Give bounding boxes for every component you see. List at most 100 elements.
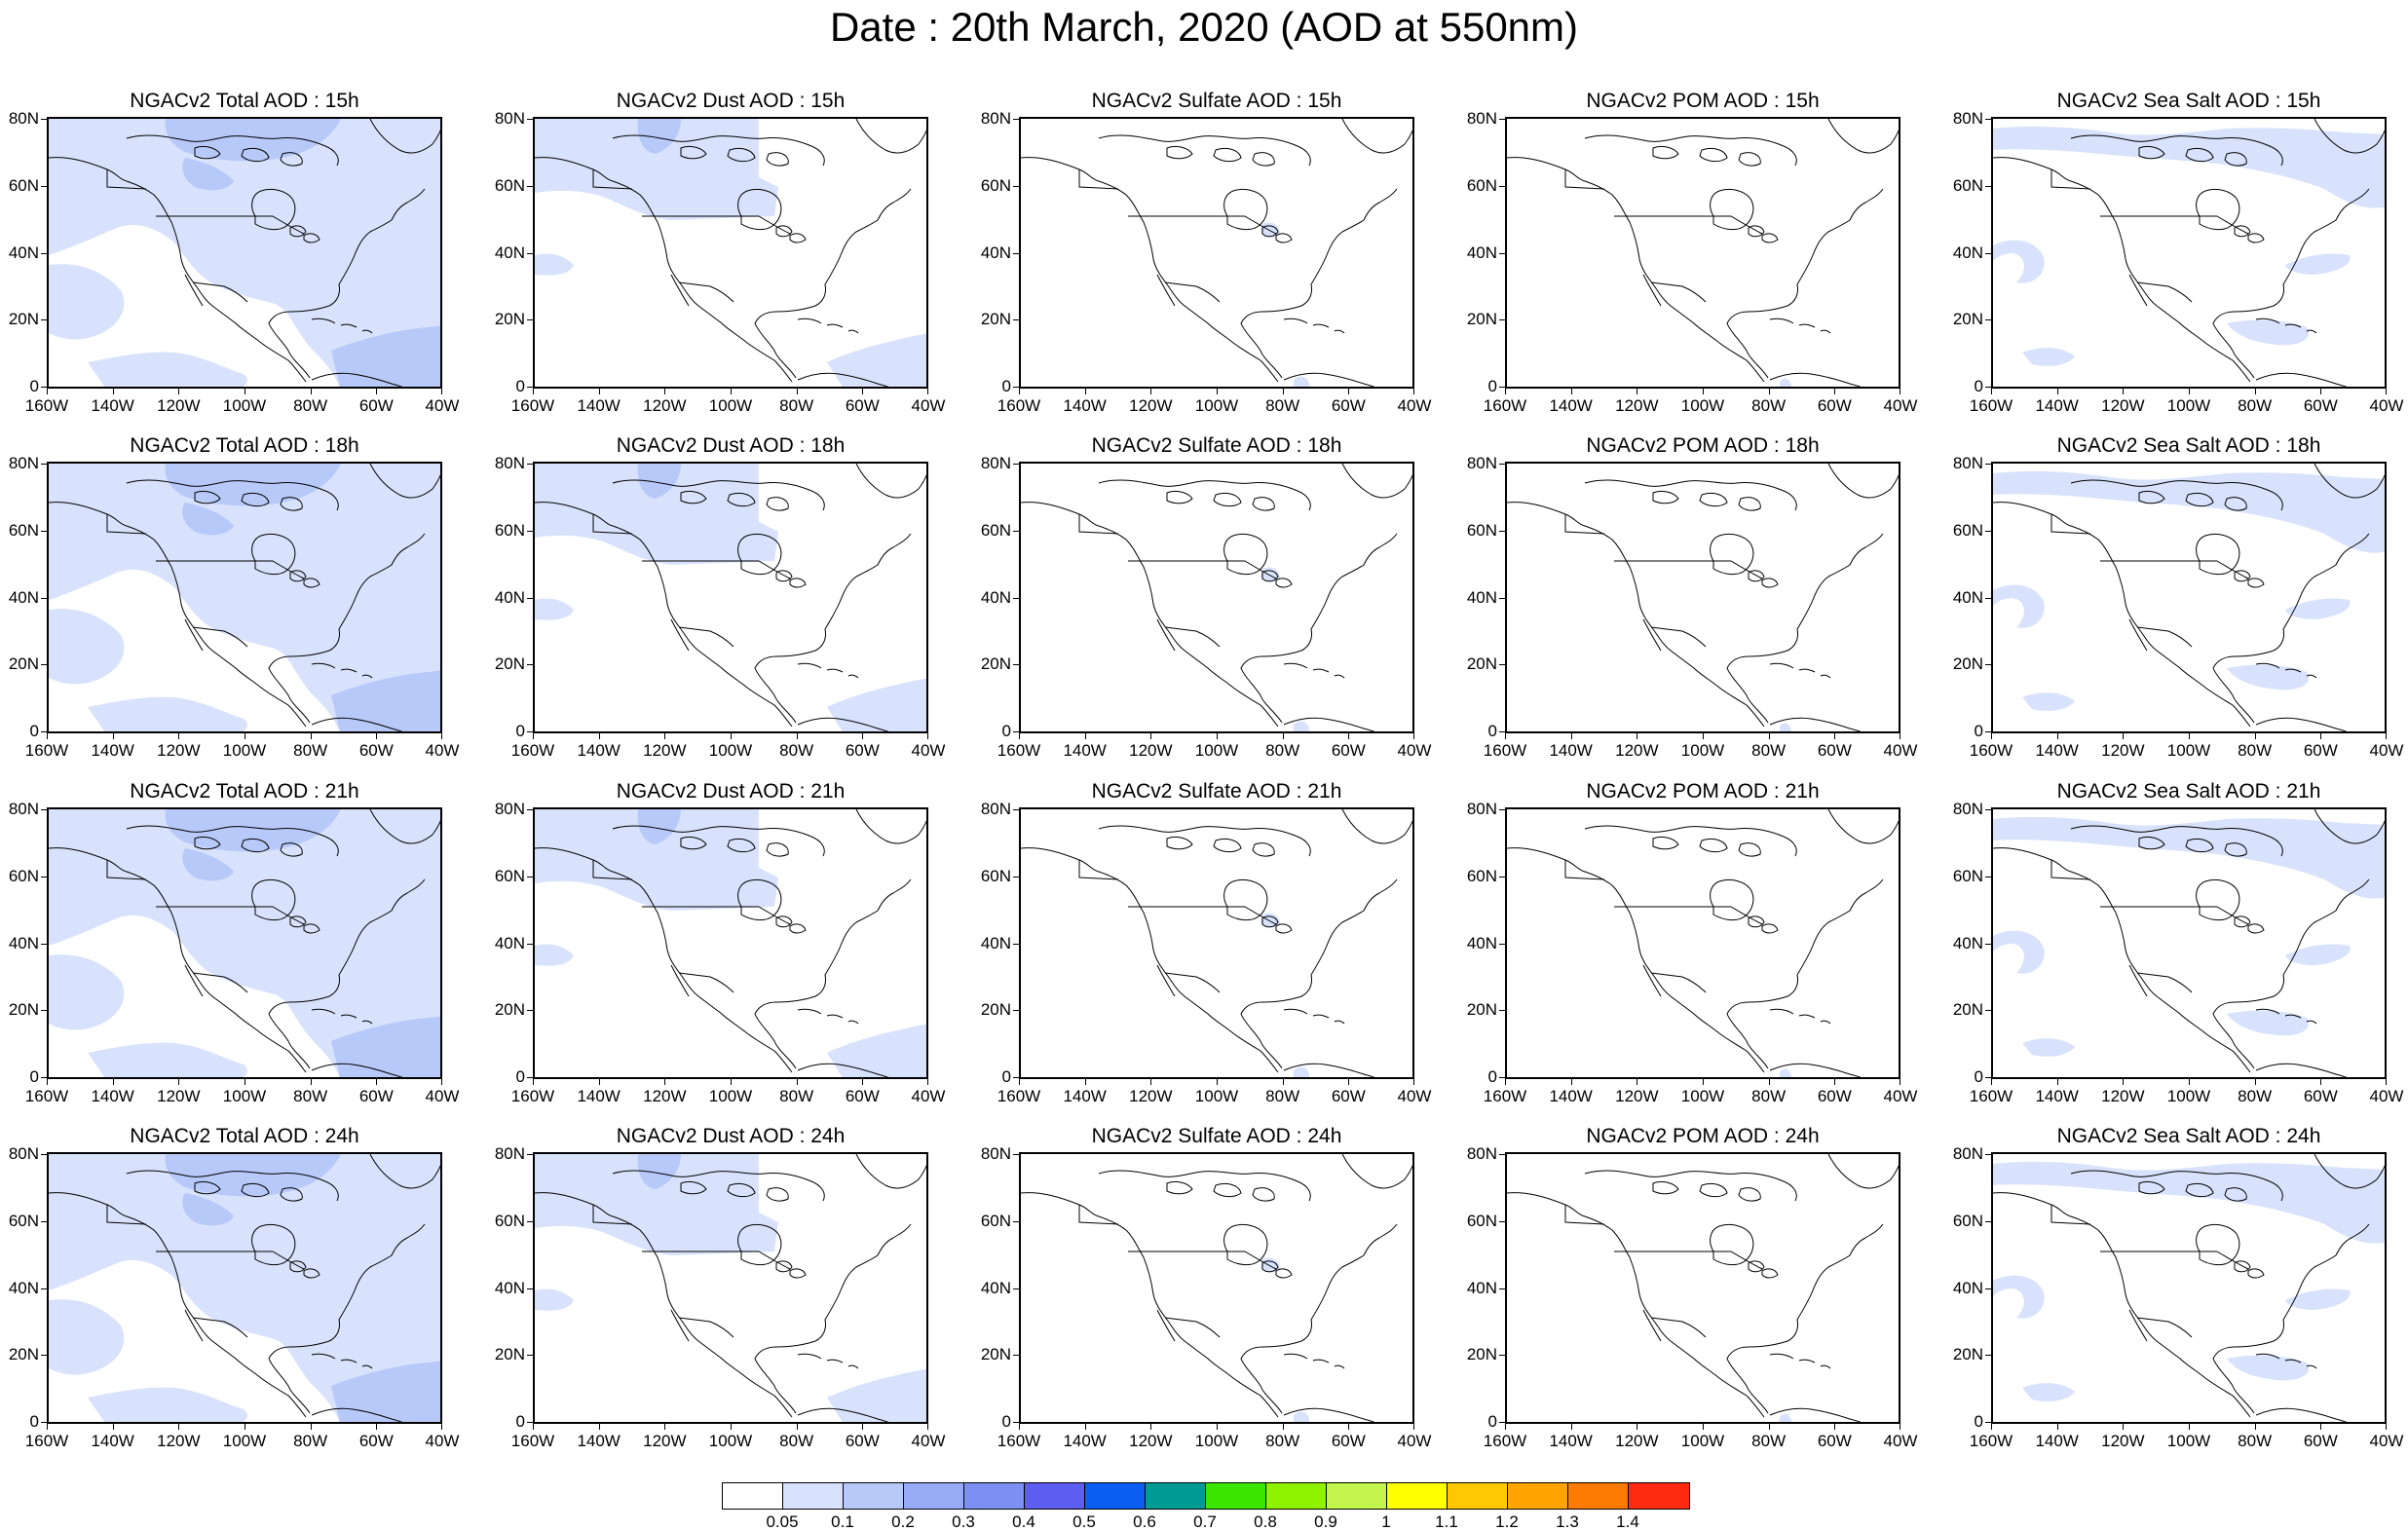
y-tick — [1013, 1422, 1019, 1423]
y-tick — [41, 1422, 47, 1423]
coastline — [1584, 134, 1797, 167]
aod-patch — [1993, 126, 2385, 208]
coastline — [1283, 717, 1375, 731]
coastline — [1166, 1180, 1193, 1195]
x-tick-label: 60W — [358, 741, 394, 760]
x-tick-label: 100W — [1194, 1087, 1239, 1105]
coastline — [2136, 1317, 2193, 1338]
y-tick-label: 60N — [980, 866, 1011, 885]
y-tick-label: 60N — [1466, 866, 1497, 885]
panel-title-dust-1: NGACv2 Dust AOD : 18h — [616, 434, 846, 457]
aod-patch — [637, 809, 681, 844]
aod-patch — [49, 609, 125, 685]
coastline — [797, 1008, 822, 1015]
coastline — [1642, 618, 1662, 652]
coastline — [1252, 842, 1275, 857]
coastline — [1213, 838, 1242, 853]
coastline — [670, 1309, 690, 1342]
y-tick — [1499, 664, 1505, 666]
x-tick — [178, 1424, 180, 1430]
y-tick-label: 80N — [8, 1144, 39, 1163]
coastline — [194, 1180, 221, 1195]
coastline — [268, 533, 426, 724]
x-tick — [2056, 1079, 2058, 1085]
x-tick-label: 60W — [845, 396, 880, 415]
coastline — [2314, 809, 2385, 844]
coastline — [156, 906, 305, 925]
coastline — [2138, 145, 2165, 160]
x-tick — [796, 1079, 798, 1085]
coastline — [612, 479, 825, 511]
coastline — [1710, 533, 1754, 576]
x-tick-label: 100W — [708, 741, 753, 760]
coastline — [1156, 274, 1176, 307]
x-tick — [2386, 389, 2387, 394]
coastline — [2070, 134, 2283, 167]
y-tick — [1013, 876, 1019, 878]
coastline — [49, 1192, 307, 1418]
y-tick — [1013, 1355, 1019, 1357]
map-total-2 — [47, 807, 442, 1079]
coastline — [826, 1359, 844, 1363]
coastline — [797, 1407, 889, 1422]
panel-title-total-1: NGACv2 Total AOD : 18h — [130, 434, 359, 457]
y-tick — [1499, 731, 1505, 732]
coastline — [1650, 1317, 1707, 1338]
x-tick — [1019, 389, 1020, 394]
x-tick-label: 140W — [1063, 1087, 1107, 1105]
x-tick-label: 140W — [91, 1087, 134, 1105]
x-tick — [1348, 1079, 1350, 1085]
coastline — [184, 1309, 204, 1342]
x-tick — [862, 389, 864, 394]
coastline — [670, 964, 690, 997]
coastline — [1341, 809, 1412, 844]
coastline — [251, 188, 296, 231]
aod-patch — [88, 352, 247, 387]
x-tick — [862, 1079, 864, 1085]
y-tick — [1013, 252, 1019, 254]
coastline — [1642, 1309, 1662, 1342]
colorbar-label: 0.6 — [1133, 1512, 1156, 1531]
x-tick — [2386, 1424, 2387, 1430]
y-tick-label: 40N — [1952, 933, 1983, 952]
x-tick-label: 120W — [157, 1432, 201, 1450]
coastline — [789, 233, 807, 243]
x-tick-label: 160W — [1969, 1087, 2013, 1105]
y-tick — [41, 1010, 47, 1012]
y-tick-label: 80N — [1952, 454, 1983, 472]
coastline — [2255, 1407, 2348, 1422]
y-tick-label: 40N — [1466, 1278, 1497, 1297]
x-tick — [731, 389, 732, 394]
coastline — [2128, 1309, 2148, 1342]
coastline — [49, 502, 307, 728]
y-tick-label: 80N — [494, 800, 525, 818]
colorbar-box — [1266, 1483, 1327, 1509]
coastline — [2051, 514, 2091, 535]
x-tick — [731, 733, 732, 739]
y-tick-label: 0 — [515, 722, 525, 740]
coastline — [797, 372, 889, 387]
x-tick — [47, 1079, 48, 1085]
coastline — [1699, 492, 1728, 507]
x-tick-label: 160W — [997, 396, 1041, 415]
y-tick-label: 60N — [1466, 520, 1497, 540]
coastline — [1164, 281, 1221, 303]
aod-patch — [331, 325, 440, 387]
coastline — [2070, 825, 2283, 857]
panel-title-pom-3: NGACv2 POM AOD : 24h — [1586, 1125, 1820, 1147]
coastline — [855, 464, 926, 499]
y-tick-label: 20N — [494, 310, 525, 329]
aod-patch — [1993, 930, 2045, 974]
coastline — [1240, 533, 1398, 724]
coastline — [2100, 215, 2249, 235]
x-tick-label: 120W — [2101, 1087, 2145, 1105]
y-tick-label: 60N — [494, 866, 525, 885]
coastline — [106, 1205, 147, 1225]
coastline — [1261, 915, 1279, 928]
y-tick — [1985, 809, 1991, 810]
panel-title-sulfate-3: NGACv2 Sulfate AOD : 24h — [1091, 1125, 1342, 1147]
aod-patch — [49, 119, 440, 387]
coastline — [1761, 233, 1779, 243]
coastline — [1507, 502, 1765, 728]
aod-patch — [88, 1387, 247, 1422]
